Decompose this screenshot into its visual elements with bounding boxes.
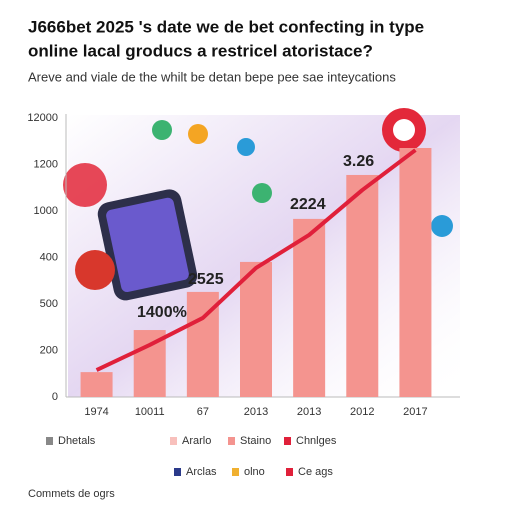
legend-swatch bbox=[284, 437, 291, 445]
annotation: 3.26 bbox=[343, 153, 374, 170]
legend-swatch bbox=[174, 468, 181, 476]
legend-label: Arclas bbox=[186, 466, 217, 478]
footer: Commets de ogrs bbox=[28, 488, 115, 500]
chart-subtitle: Areve and viale de the whilt be detan be… bbox=[28, 69, 396, 84]
annotation: 2525 bbox=[188, 271, 224, 288]
x-tick-label: 2012 bbox=[350, 406, 374, 418]
bar bbox=[346, 174, 379, 397]
legend-swatch bbox=[286, 468, 293, 476]
bar bbox=[80, 372, 113, 397]
legend-swatch bbox=[232, 468, 239, 476]
line bbox=[95, 148, 417, 372]
y-tick-label: 400 bbox=[40, 251, 58, 263]
bar bbox=[293, 218, 326, 397]
legend-swatch bbox=[228, 437, 235, 445]
legend-label: Staino bbox=[240, 435, 271, 447]
y-tick-label: 12000 bbox=[27, 112, 58, 124]
annotation: 1400% bbox=[137, 304, 187, 321]
y-tick-label: 1000 bbox=[34, 205, 58, 217]
legend-label: olno bbox=[244, 466, 265, 478]
chart-title: J666bet 2025 's date we de bet confectin… bbox=[28, 17, 424, 36]
y-tick-label: 0 bbox=[52, 391, 58, 403]
x-tick-label: 2013 bbox=[244, 406, 268, 418]
y-tick-label: 1200 bbox=[34, 158, 58, 170]
legend-swatch bbox=[170, 437, 177, 445]
x-tick-label: 10011 bbox=[135, 406, 165, 418]
y-tick-label: 200 bbox=[40, 344, 58, 356]
decoration bbox=[63, 108, 453, 301]
chart-title-line2: online lacal groducs a restricel atorist… bbox=[28, 41, 373, 60]
legend-swatch bbox=[46, 437, 53, 445]
x-tick-label: 1974 bbox=[84, 406, 108, 418]
legend-label: Dhetals bbox=[58, 435, 96, 447]
legend-label: Chnlges bbox=[296, 435, 337, 447]
legend-label: Ararlo bbox=[182, 435, 211, 447]
y-tick-label: 500 bbox=[40, 298, 58, 310]
bar bbox=[240, 261, 272, 397]
x-tick-label: 2017 bbox=[403, 406, 427, 418]
x-tick-label: 2013 bbox=[297, 406, 321, 418]
x-tick-label: 67 bbox=[197, 406, 209, 418]
annotation: 2224 bbox=[290, 196, 326, 213]
legend-label: Ce ags bbox=[298, 466, 333, 478]
bar bbox=[399, 147, 432, 397]
